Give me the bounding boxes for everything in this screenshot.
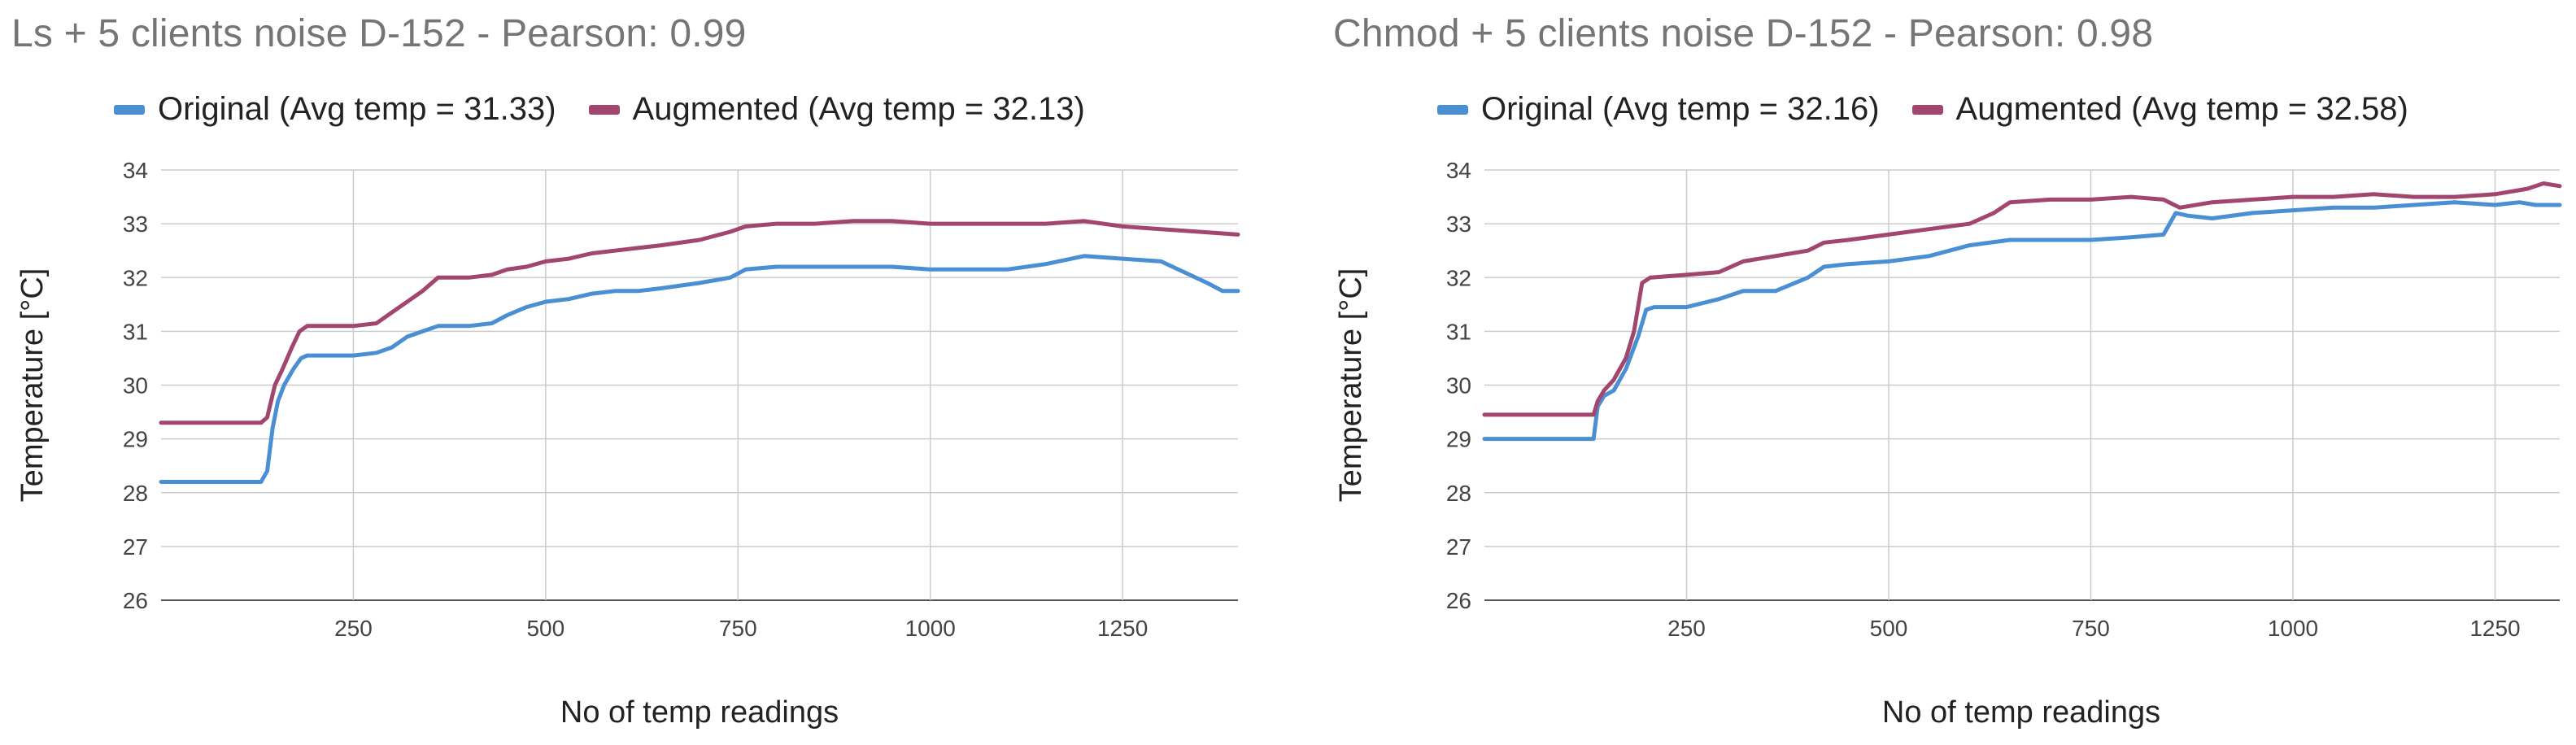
x-axis-title: No of temp readings	[1882, 695, 2160, 730]
legend-swatch-original	[1437, 104, 1468, 115]
legend-swatch-augmented	[588, 104, 620, 115]
y-tick-label: 30	[123, 373, 148, 399]
y-tick-label: 30	[1446, 373, 1471, 399]
x-tick-label: 250	[1667, 616, 1706, 641]
legend-label-original: Original (Avg temp = 32.16)	[1481, 91, 1880, 127]
legend-item-augmented: Augmented (Avg temp = 32.13)	[588, 91, 1085, 128]
x-tick-label: 250	[334, 616, 373, 641]
legend-swatch-augmented	[1911, 104, 1943, 115]
line-chart-right: 26 27 28 29 30 31 32 33 34 250 500 750 1000 1250 Tempe…	[1334, 158, 2562, 730]
legend-label-original: Original (Avg temp = 31.33)	[158, 91, 556, 127]
x-tick-label: 500	[526, 616, 564, 641]
legend-label-augmented: Augmented (Avg temp = 32.58)	[1955, 91, 2408, 127]
x-tick-label: 750	[719, 616, 757, 641]
chart-panel-left: Ls + 5 clients noise D-152 - Pearson: 0.…	[11, 12, 1240, 730]
y-tick-label: 33	[1446, 211, 1471, 237]
x-tick-label: 1000	[2268, 616, 2318, 641]
y-axis-title: Temperature [°C]	[15, 268, 50, 503]
y-tick-label: 28	[1446, 481, 1471, 506]
y-tick-label: 34	[1446, 158, 1471, 183]
y-tick-label: 28	[123, 481, 148, 506]
y-tick-label: 26	[1446, 588, 1471, 613]
legend-item-augmented: Augmented (Avg temp = 32.58)	[1911, 91, 2408, 128]
y-tick-label: 31	[123, 319, 148, 344]
y-tick-label: 26	[123, 588, 148, 613]
x-tick-label: 1250	[1097, 616, 1148, 641]
y-tick-label: 29	[1446, 427, 1471, 452]
line-chart-left: 26 27 28 29 30 31 32 33 34 250 500 750 1000 1250 Tempe…	[15, 158, 1240, 730]
chart-legend: Original (Avg temp = 31.33) Augmented (A…	[114, 91, 1118, 128]
y-axis-title: Temperature [°C]	[1334, 268, 1368, 503]
y-tick-label: 29	[123, 427, 148, 452]
chart-legend: Original (Avg temp = 32.16) Augmented (A…	[1437, 91, 2441, 128]
series-line-augmented	[159, 219, 1240, 425]
chart-title: Ls + 5 clients noise D-152 - Pearson: 0.…	[11, 12, 747, 55]
series-line-original	[159, 254, 1240, 484]
series-line-original	[1482, 200, 2562, 442]
legend-label-augmented: Augmented (Avg temp = 32.13)	[632, 91, 1085, 127]
legend-swatch-original	[114, 104, 145, 115]
chart-title: Chmod + 5 clients noise D-152 - Pearson:…	[1333, 12, 2154, 55]
x-tick-label: 1000	[905, 616, 956, 641]
y-tick-label: 27	[1446, 534, 1471, 560]
x-tick-label: 500	[1870, 616, 1908, 641]
y-tick-label: 34	[123, 158, 148, 183]
chart-panel-right: Chmod + 5 clients noise D-152 - Pearson:…	[1322, 0, 2576, 745]
x-tick-label: 750	[2072, 616, 2110, 641]
y-tick-label: 31	[1446, 319, 1471, 344]
legend-item-original: Original (Avg temp = 31.33)	[114, 91, 556, 128]
y-tick-label: 27	[123, 534, 148, 560]
x-tick-label: 1250	[2469, 616, 2520, 641]
legend-item-original: Original (Avg temp = 32.16)	[1437, 91, 1880, 128]
y-tick-label: 33	[123, 211, 148, 237]
y-tick-label: 32	[123, 265, 148, 290]
x-axis-title: No of temp readings	[560, 695, 839, 730]
y-tick-label: 32	[1446, 265, 1471, 290]
series-line-augmented	[1482, 181, 2562, 417]
